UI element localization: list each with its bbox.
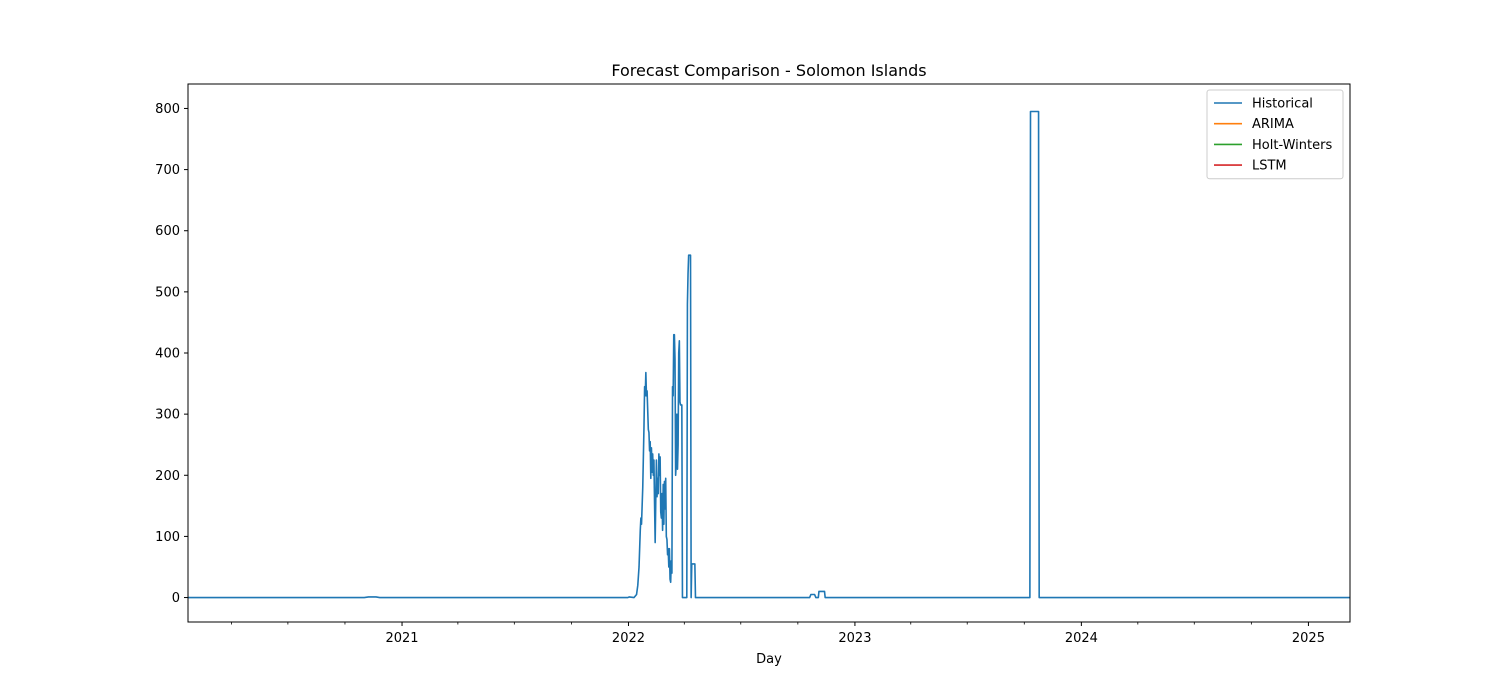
x-axis-label: Day [756,652,782,667]
chart-title: Forecast Comparison - Solomon Islands [611,61,926,80]
y-tick-label: 200 [155,469,180,484]
x-tick-label: 2022 [612,631,645,646]
x-tick-label: 2025 [1292,631,1325,646]
y-tick-label: 0 [172,591,180,606]
x-tick-label: 2021 [385,631,418,646]
series-line-historical [188,110,1350,599]
y-tick-label: 400 [155,347,180,362]
legend-box [1206,89,1344,180]
legend: Historical ARIMA Holt-Winters LSTM [1206,89,1344,180]
y-tick-label: 800 [155,102,180,117]
x-tick-label: 2023 [838,631,871,646]
y-tick-label: 700 [155,163,180,178]
plot-frame [187,83,1351,623]
y-tick-label: 500 [155,285,180,300]
legend-label: ARIMA [1252,117,1294,132]
x-tick-label: 2024 [1065,631,1098,646]
y-tick-label: 100 [155,530,180,545]
y-tick-label: 600 [155,224,180,239]
axes: 0 100 200 300 400 500 600 700 800 2021 2022 2023 202… [155,83,1351,646]
y-tick-label: 300 [155,408,180,423]
legend-label: LSTM [1252,159,1287,174]
legend-label: Holt-Winters [1252,138,1332,153]
legend-label: Historical [1252,97,1313,112]
